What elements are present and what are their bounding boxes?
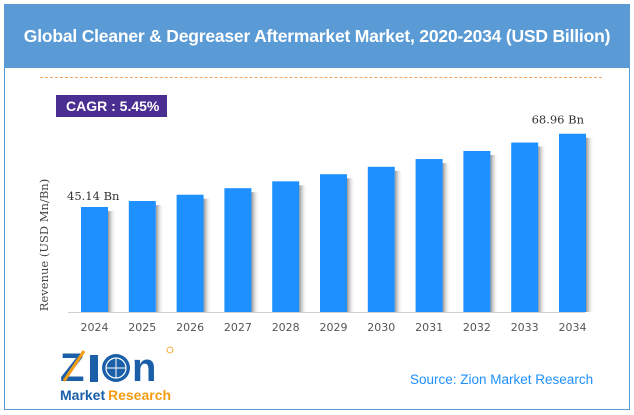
bar-2026 bbox=[176, 194, 204, 312]
x-tick-label: 2028 bbox=[272, 321, 300, 334]
bar-shadow bbox=[347, 178, 355, 312]
chart-title: Global Cleaner & Degreaser Aftermarket M… bbox=[5, 5, 629, 68]
x-tick-label: 2025 bbox=[128, 321, 156, 334]
bar-shadow bbox=[490, 154, 499, 312]
bar-2031 bbox=[415, 159, 443, 312]
x-tick-label: 2024 bbox=[81, 321, 109, 334]
zion-logo: Z n Market Research bbox=[58, 345, 180, 405]
bar-2030 bbox=[367, 166, 395, 312]
bar-2024 bbox=[81, 207, 108, 312]
bar-2032 bbox=[463, 150, 491, 312]
bar-2029 bbox=[320, 174, 347, 312]
bar-shadow bbox=[251, 192, 260, 312]
x-tick-label: 2031 bbox=[415, 321, 443, 334]
x-tick-label: 2026 bbox=[176, 321, 204, 334]
x-tick-label: 2027 bbox=[224, 321, 252, 334]
bar-2028 bbox=[272, 181, 300, 312]
bar-shadow bbox=[394, 170, 403, 312]
svg-text:Research: Research bbox=[108, 387, 171, 403]
bar-shadow bbox=[538, 146, 547, 312]
bar-2034 bbox=[559, 133, 586, 312]
bar-shadow bbox=[586, 137, 594, 312]
data-label-last: 68.96 Bn bbox=[532, 113, 585, 127]
svg-text:Market: Market bbox=[60, 387, 105, 403]
cagr-badge: CAGR : 5.45% bbox=[56, 95, 167, 117]
x-tick-label: 2030 bbox=[367, 321, 395, 334]
bar-shadow bbox=[203, 198, 212, 312]
bar-2033 bbox=[511, 142, 539, 312]
x-tick-label: 2029 bbox=[320, 321, 348, 334]
bar-shadow bbox=[108, 211, 116, 312]
x-tick-label: 2032 bbox=[463, 321, 491, 334]
x-tick-label: 2034 bbox=[559, 321, 587, 334]
source-text: Source: Zion Market Research bbox=[410, 372, 594, 387]
chart-frame bbox=[4, 4, 630, 410]
bar-shadow bbox=[442, 163, 451, 312]
bar-2027 bbox=[224, 188, 252, 312]
bar-shadow bbox=[299, 185, 308, 312]
data-label-first: 45.14 Bn bbox=[67, 189, 120, 203]
bar-shadow bbox=[155, 205, 164, 312]
divider-dashed bbox=[40, 77, 602, 78]
x-tick-label: 2033 bbox=[511, 321, 539, 334]
svg-text:n: n bbox=[132, 346, 156, 390]
bar-2025 bbox=[128, 201, 156, 312]
